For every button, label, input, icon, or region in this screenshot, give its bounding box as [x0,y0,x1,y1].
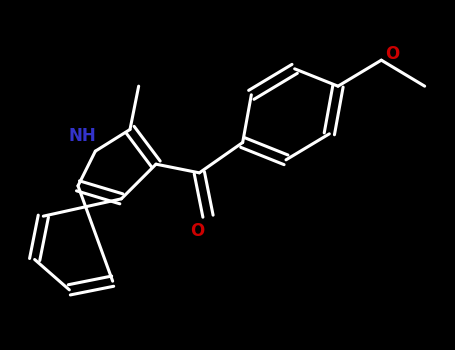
Text: O: O [190,222,204,240]
Text: NH: NH [68,127,96,145]
Text: O: O [385,45,399,63]
